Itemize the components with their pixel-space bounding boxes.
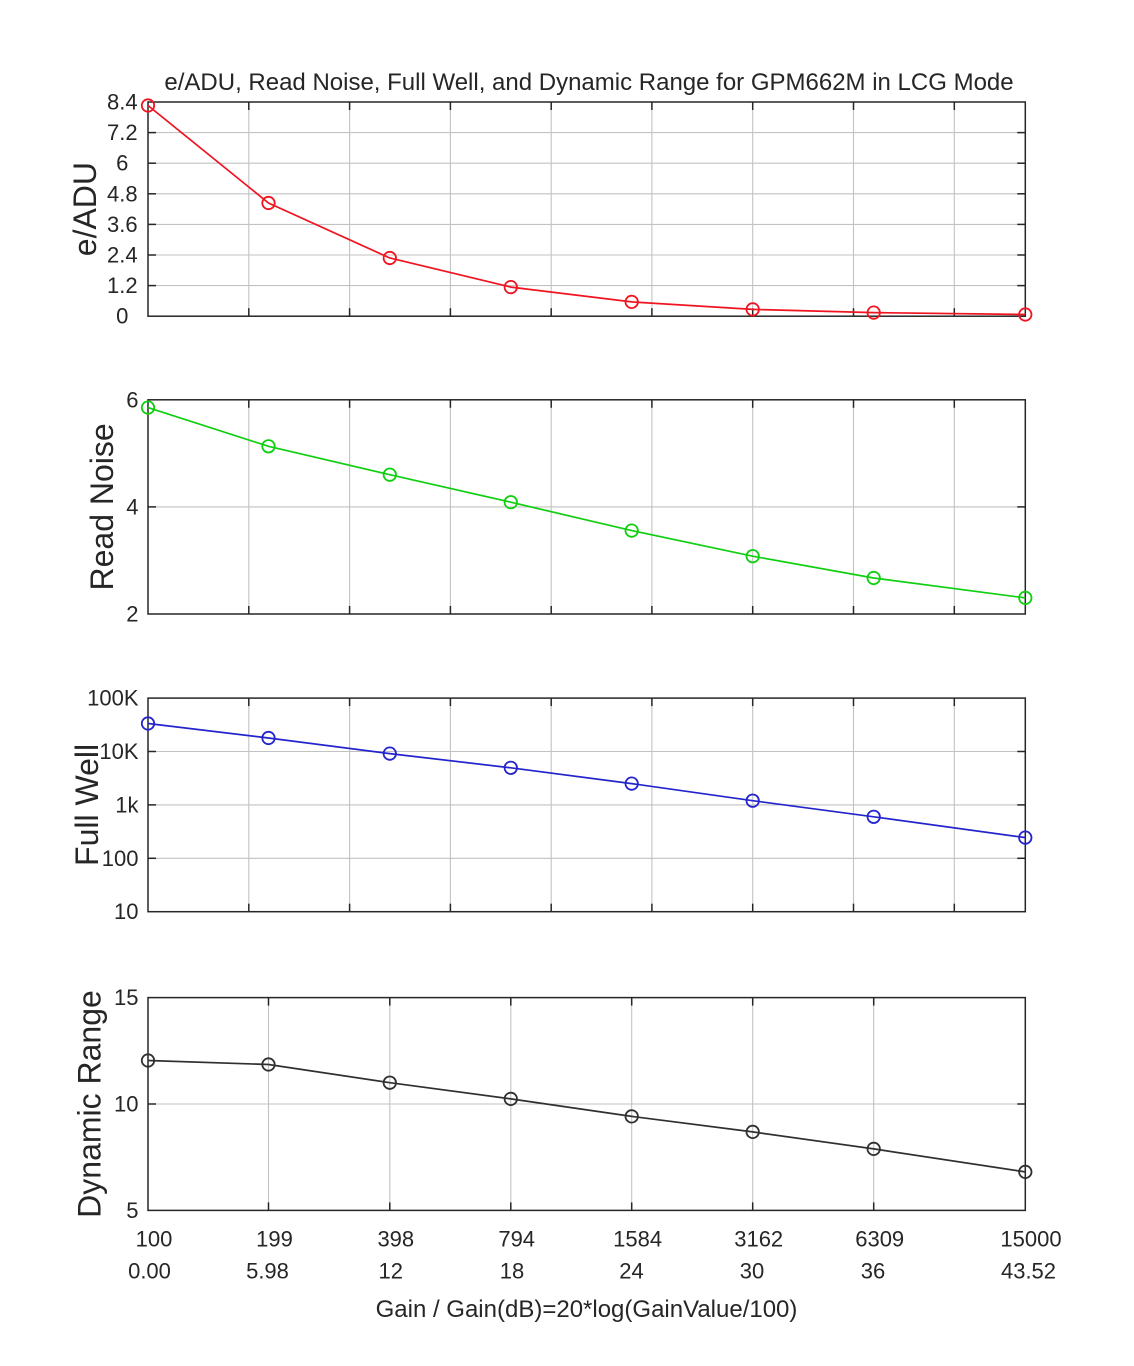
svg-text:36: 36 bbox=[861, 1259, 885, 1284]
svg-text:Full Well: Full Well bbox=[69, 744, 105, 866]
svg-text:e/ADU: e/ADU bbox=[67, 162, 103, 256]
svg-text:15000: 15000 bbox=[1000, 1226, 1061, 1251]
svg-text:10: 10 bbox=[114, 1092, 138, 1117]
svg-text:398: 398 bbox=[377, 1226, 414, 1251]
svg-text:0: 0 bbox=[116, 304, 128, 329]
svg-text:8.4: 8.4 bbox=[107, 90, 138, 115]
svg-text:10K: 10K bbox=[99, 739, 138, 764]
svg-text:100: 100 bbox=[136, 1226, 173, 1251]
svg-text:15: 15 bbox=[114, 985, 138, 1010]
svg-text:6: 6 bbox=[126, 387, 138, 412]
svg-text:30: 30 bbox=[740, 1259, 764, 1284]
svg-text:3162: 3162 bbox=[734, 1226, 783, 1251]
svg-text:2.4: 2.4 bbox=[107, 243, 138, 268]
svg-text:7.2: 7.2 bbox=[107, 120, 138, 145]
svg-text:6309: 6309 bbox=[855, 1226, 904, 1251]
svg-text:e/ADU, Read Noise, Full Well,: e/ADU, Read Noise, Full Well, and Dynami… bbox=[164, 69, 1013, 96]
svg-text:3.6: 3.6 bbox=[107, 212, 138, 237]
svg-text:199: 199 bbox=[256, 1226, 293, 1251]
svg-text:10: 10 bbox=[114, 899, 138, 924]
svg-text:794: 794 bbox=[498, 1226, 535, 1251]
svg-text:4.8: 4.8 bbox=[107, 181, 138, 206]
svg-text:5.98: 5.98 bbox=[246, 1259, 289, 1284]
svg-text:Dynamic Range: Dynamic Range bbox=[72, 990, 108, 1218]
svg-text:0.00: 0.00 bbox=[128, 1259, 171, 1284]
svg-text:4: 4 bbox=[126, 494, 138, 519]
svg-text:43.52: 43.52 bbox=[1001, 1259, 1056, 1284]
svg-text:1.2: 1.2 bbox=[107, 273, 138, 298]
svg-text:18: 18 bbox=[500, 1259, 524, 1284]
svg-text:Read Noise: Read Noise bbox=[84, 423, 120, 590]
svg-text:100K: 100K bbox=[87, 686, 139, 711]
svg-text:1584: 1584 bbox=[613, 1226, 662, 1251]
svg-text:2: 2 bbox=[126, 602, 138, 627]
svg-text:1k: 1k bbox=[115, 792, 139, 817]
svg-text:24: 24 bbox=[619, 1259, 643, 1284]
svg-text:5: 5 bbox=[126, 1198, 138, 1223]
svg-text:Gain / Gain(dB)=20*log(GainVal: Gain / Gain(dB)=20*log(GainValue/100) bbox=[376, 1296, 798, 1323]
svg-text:6: 6 bbox=[116, 151, 128, 176]
svg-text:12: 12 bbox=[379, 1259, 403, 1284]
svg-text:100: 100 bbox=[102, 846, 139, 871]
